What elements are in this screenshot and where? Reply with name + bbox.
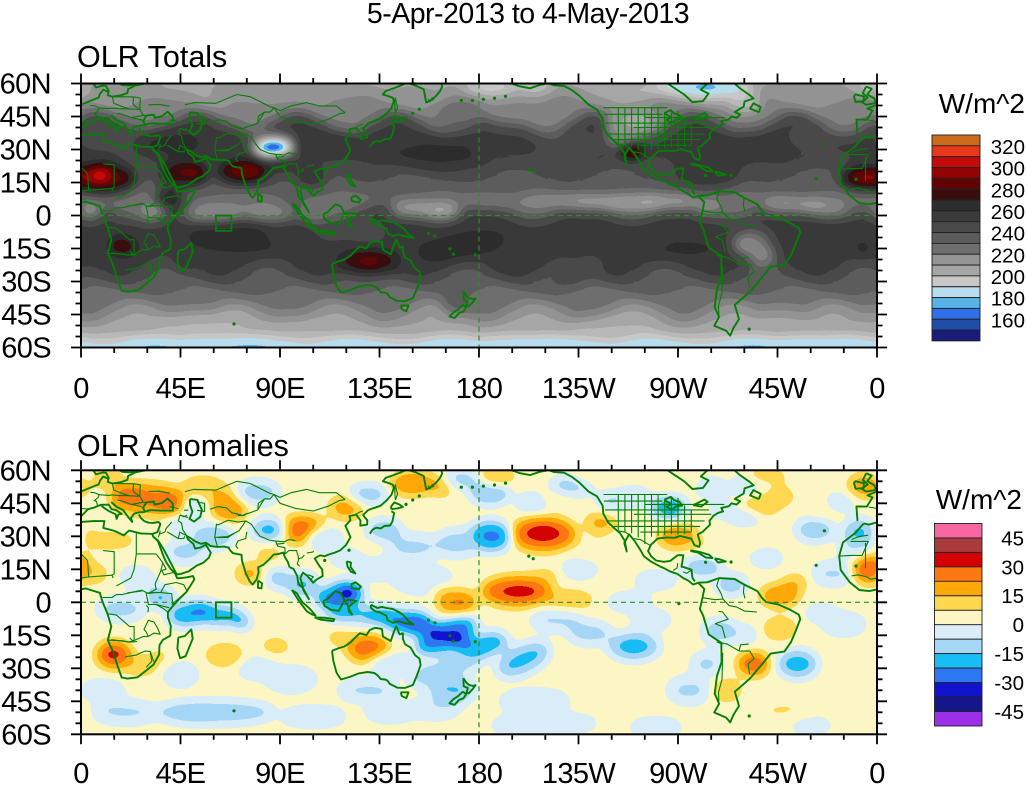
svg-text:180: 180 <box>456 758 503 788</box>
svg-text:45E: 45E <box>156 373 206 405</box>
svg-text:135E: 135E <box>347 758 413 788</box>
svg-text:45S: 45S <box>1 686 51 718</box>
svg-text:0: 0 <box>869 373 885 405</box>
svg-text:5-Apr-2013 to 4-May-2013: 5-Apr-2013 to 4-May-2013 <box>367 0 689 30</box>
svg-text:60S: 60S <box>1 333 51 365</box>
svg-text:45N: 45N <box>0 102 51 134</box>
svg-text:-45: -45 <box>994 701 1024 724</box>
svg-text:15S: 15S <box>1 620 51 652</box>
svg-text:0: 0 <box>869 758 885 788</box>
svg-text:W/m^2: W/m^2 <box>939 88 1025 119</box>
svg-text:OLR Totals: OLR Totals <box>77 40 227 74</box>
svg-text:30N: 30N <box>0 521 51 553</box>
svg-text:135W: 135W <box>542 373 617 405</box>
svg-text:300: 300 <box>991 158 1025 181</box>
svg-text:180: 180 <box>991 288 1025 311</box>
svg-text:60N: 60N <box>0 455 51 487</box>
svg-text:W/m^2: W/m^2 <box>936 484 1022 515</box>
svg-text:0: 0 <box>73 758 89 788</box>
svg-text:60S: 60S <box>1 719 51 751</box>
svg-text:30N: 30N <box>0 135 51 167</box>
svg-text:15: 15 <box>1001 585 1024 608</box>
svg-text:45N: 45N <box>0 488 51 520</box>
svg-text:45S: 45S <box>1 300 51 332</box>
svg-text:240: 240 <box>991 223 1025 246</box>
svg-text:15N: 15N <box>0 554 51 586</box>
svg-text:90W: 90W <box>649 758 708 788</box>
svg-text:280: 280 <box>991 179 1025 202</box>
svg-text:200: 200 <box>991 266 1025 289</box>
svg-text:260: 260 <box>991 201 1025 224</box>
svg-text:15S: 15S <box>1 234 51 266</box>
svg-text:60N: 60N <box>0 69 51 101</box>
svg-text:45E: 45E <box>156 758 206 788</box>
svg-text:0: 0 <box>73 373 89 405</box>
svg-text:OLR Anomalies: OLR Anomalies <box>77 429 289 463</box>
svg-text:45W: 45W <box>749 373 808 405</box>
svg-text:90E: 90E <box>255 758 305 788</box>
svg-text:15N: 15N <box>0 168 51 200</box>
svg-text:30S: 30S <box>1 653 51 685</box>
svg-text:135E: 135E <box>347 373 413 405</box>
svg-text:90E: 90E <box>255 373 305 405</box>
svg-text:90W: 90W <box>649 373 708 405</box>
svg-text:220: 220 <box>991 244 1025 267</box>
svg-text:30S: 30S <box>1 267 51 299</box>
svg-text:0: 0 <box>35 201 51 233</box>
svg-text:135W: 135W <box>542 758 617 788</box>
svg-text:45: 45 <box>1001 527 1024 550</box>
svg-text:0: 0 <box>35 587 51 619</box>
svg-text:45W: 45W <box>749 758 808 788</box>
svg-text:160: 160 <box>991 309 1025 332</box>
svg-text:-15: -15 <box>994 643 1024 666</box>
svg-text:0: 0 <box>1013 614 1024 637</box>
svg-text:320: 320 <box>991 136 1025 159</box>
svg-text:-30: -30 <box>994 672 1024 695</box>
svg-text:30: 30 <box>1001 556 1024 579</box>
svg-text:180: 180 <box>456 373 503 405</box>
